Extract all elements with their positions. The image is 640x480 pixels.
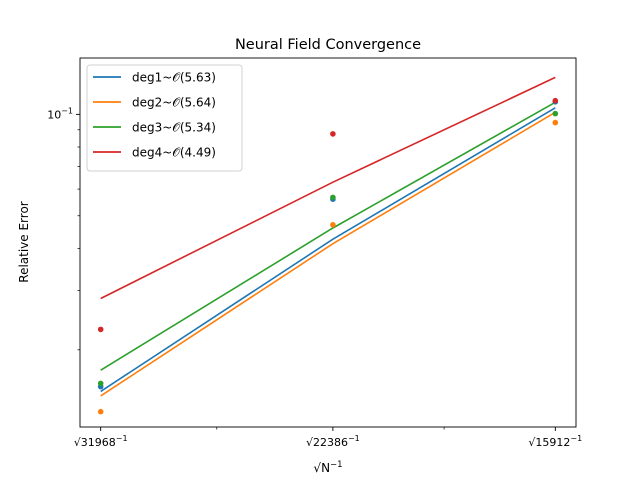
series-line-deg3 (100, 101, 556, 371)
data-point-deg2 (97, 408, 104, 415)
legend-label-deg2: deg2~𝒪(5.64) (132, 96, 216, 110)
data-point-deg3 (552, 110, 559, 117)
data-point-deg3 (330, 194, 336, 201)
data-point-deg4 (552, 97, 559, 104)
series-line-deg2 (100, 111, 556, 397)
x-axis-label: √N−1 (313, 460, 342, 475)
legend-label-deg4: deg4~𝒪(4.49) (132, 146, 216, 160)
legend-label-deg3: deg3~𝒪(5.34) (132, 121, 216, 135)
data-point-deg3 (97, 380, 104, 387)
axes: 10−1 √31968−1 √22386−1 √15912−1 (47, 57, 582, 449)
data-point-deg4 (97, 326, 104, 333)
legend-label-deg1: deg1~𝒪(5.63) (132, 71, 216, 85)
x-tick-label: √15912−1 (528, 434, 582, 449)
series-line-deg4 (100, 76, 556, 300)
plot-frame (79, 57, 577, 428)
y-tick-label: 10−1 (47, 106, 73, 121)
chart-title: Neural Field Convergence (235, 37, 421, 53)
data-point-deg4 (330, 131, 336, 137)
y-axis-label: Relative Error (17, 201, 31, 283)
legend: deg1~𝒪(5.63) deg2~𝒪(5.64) deg3~𝒪(5.34) deg4… (86, 64, 243, 172)
x-tick-label: √31968−1 (74, 434, 128, 449)
x-tick-label: √22386−1 (306, 434, 360, 449)
series-line-deg1 (100, 107, 556, 393)
data-point-deg2 (552, 119, 559, 126)
legend-box (86, 64, 243, 172)
data-point-deg2 (330, 222, 336, 228)
plot-area (97, 76, 559, 415)
